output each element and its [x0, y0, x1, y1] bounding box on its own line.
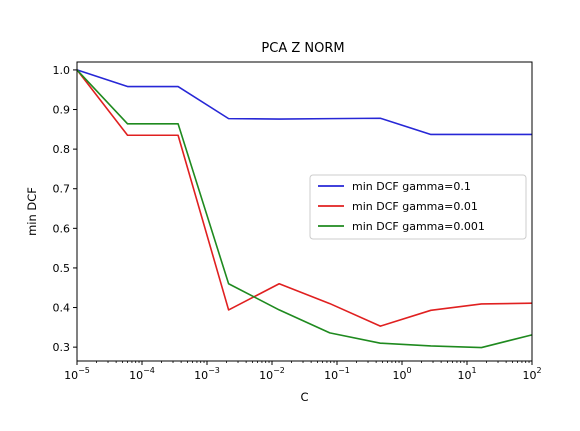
x-tick-label: 10−5: [64, 366, 90, 382]
x-axis-ticks: 10−5 10−4 10−3 10−2 10−1 100 101 102: [64, 361, 542, 382]
legend-label-0: min DCF gamma=0.1: [352, 180, 471, 193]
y-axis-ticks: 0.3 0.4 0.5 0.6 0.7 0.8 0.9 1.0: [53, 64, 77, 354]
x-tick-label: 102: [522, 366, 541, 382]
legend-label-2: min DCF gamma=0.001: [352, 220, 485, 233]
x-tick-label: 10−4: [129, 366, 155, 382]
series-layer: [76, 69, 533, 349]
y-tick-label: 0.3: [53, 341, 71, 354]
y-tick-label: 0.6: [53, 222, 71, 235]
chart-legend: min DCF gamma=0.1 min DCF gamma=0.01 min D…: [309, 174, 527, 240]
y-tick-label: 1.0: [53, 64, 71, 77]
x-tick-label: 100: [392, 366, 411, 382]
legend-frame: [309, 174, 527, 240]
y-tick-label: 0.5: [53, 262, 71, 275]
y-axis-label: min DCF: [25, 187, 39, 236]
y-tick-label: 0.7: [53, 183, 71, 196]
legend-label-1: min DCF gamma=0.01: [352, 200, 478, 213]
chart-title: PCA Z NORM: [261, 41, 344, 56]
legend-items: min DCF gamma=0.1 min DCF gamma=0.01 min D…: [318, 180, 485, 233]
series-line-1: [76, 69, 533, 327]
series-line-2: [76, 69, 533, 349]
series-line-0: [76, 69, 532, 136]
x-axis-label: C: [300, 390, 308, 404]
y-tick-label: 0.9: [53, 104, 71, 117]
plot-area-frame: [76, 61, 533, 362]
y-tick-label: 0.8: [53, 143, 71, 156]
x-tick-label: 10−2: [259, 366, 285, 382]
y-tick-label: 0.4: [53, 302, 71, 315]
x-tick-label: 101: [457, 366, 476, 382]
x-tick-label: 10−1: [324, 366, 350, 382]
x-tick-label: 10−3: [194, 366, 220, 382]
